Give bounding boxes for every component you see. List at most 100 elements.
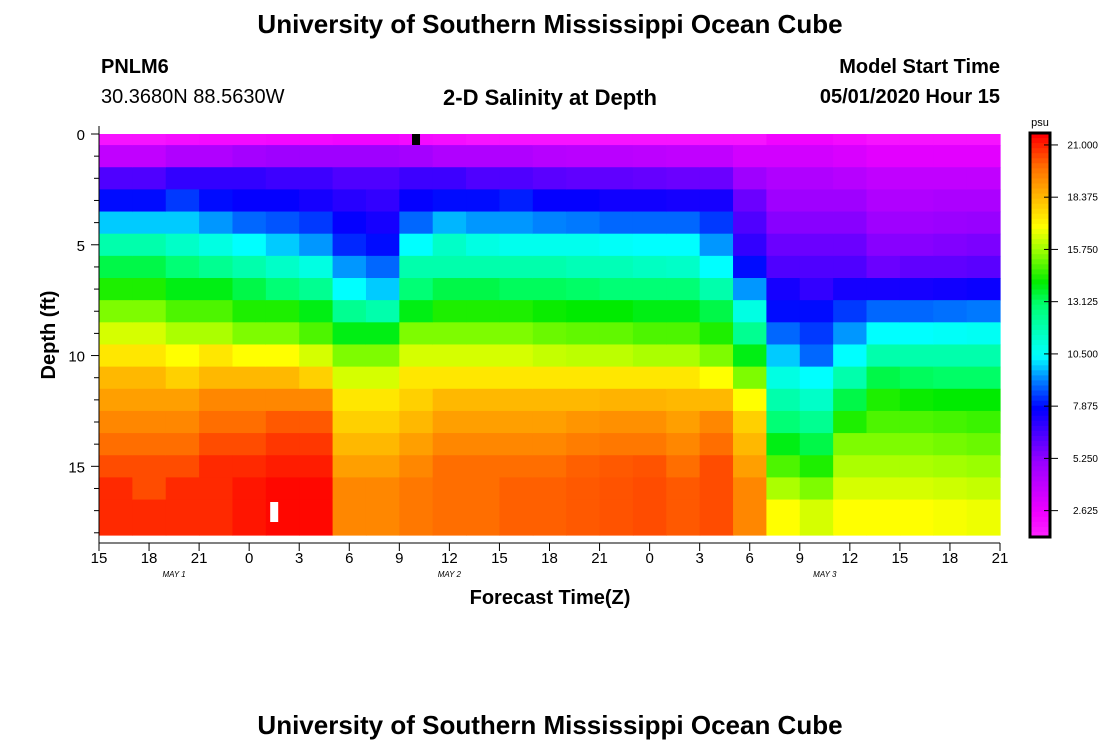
- heatmap-cell: [599, 499, 634, 536]
- heatmap-cell: [365, 211, 400, 235]
- heatmap-cell: [399, 145, 434, 168]
- heatmap-cell: [399, 189, 434, 213]
- heatmap-cell: [299, 278, 334, 301]
- heatmap-cell: [966, 477, 1001, 501]
- heatmap-cell: [265, 211, 300, 235]
- heatmap-cell: [699, 134, 734, 146]
- heatmap-cell: [799, 344, 834, 368]
- heatmap-cell: [699, 433, 734, 456]
- colorbar-segment: [1030, 259, 1050, 265]
- heatmap-cell: [132, 322, 167, 346]
- heatmap-cell: [833, 499, 868, 536]
- heatmap-cell: [933, 388, 968, 412]
- heatmap-cell: [165, 388, 200, 412]
- heatmap-cell: [799, 477, 834, 501]
- heatmap-cell: [699, 477, 734, 501]
- heatmap-cell: [666, 211, 701, 235]
- heatmap-cell: [866, 167, 901, 190]
- heatmap-cell: [432, 233, 467, 257]
- heatmap-cell: [232, 300, 267, 323]
- heatmap-cell: [499, 278, 534, 301]
- x-tick-label: 0: [645, 550, 653, 567]
- colorbar-segment: [1030, 405, 1050, 412]
- heatmap-cell: [866, 433, 901, 456]
- heatmap-cell: [666, 167, 701, 190]
- heatmap-cell: [132, 145, 167, 168]
- heatmap-cell: [466, 145, 501, 168]
- heatmap-cell: [332, 410, 367, 434]
- heatmap-cell: [933, 322, 968, 346]
- heatmap-cell: [666, 300, 701, 323]
- heatmap-cell: [365, 477, 400, 501]
- heatmap-cell: [265, 300, 300, 323]
- heatmap-cell: [833, 410, 868, 434]
- heatmap-cell: [933, 167, 968, 190]
- heatmap-cell: [99, 322, 133, 346]
- heatmap-cell: [666, 388, 701, 412]
- heatmap-cell: [833, 433, 868, 456]
- heatmap-cell: [265, 233, 300, 257]
- heatmap-cell: [432, 211, 467, 235]
- heatmap-cell: [299, 322, 334, 346]
- heatmap-cell: [899, 145, 934, 168]
- heatmap-cell: [566, 167, 601, 190]
- heatmap-cell: [365, 410, 400, 434]
- heatmap-cell: [132, 189, 167, 213]
- heatmap-cell: [365, 167, 400, 190]
- x-tick-label: 6: [345, 550, 353, 567]
- heatmap-cell: [899, 189, 934, 213]
- heatmap-cell: [566, 189, 601, 213]
- heatmap-cell: [733, 233, 768, 257]
- heatmap-cell: [632, 366, 667, 390]
- colorbar-tick-label: 21.000: [1067, 140, 1098, 151]
- heatmap-cell: [232, 433, 267, 456]
- heatmap-cell: [99, 278, 133, 301]
- heatmap-cell: [632, 499, 667, 536]
- colorbar-segment: [1030, 223, 1050, 230]
- heatmap-cell: [99, 433, 133, 456]
- colorbar-segment: [1030, 355, 1050, 361]
- heatmap-cell: [566, 322, 601, 346]
- heatmap-cell: [966, 211, 1001, 235]
- heatmap-cell: [199, 233, 234, 257]
- heatmap-cell: [299, 499, 334, 536]
- heatmap-cell: [632, 388, 667, 412]
- heatmap-cell: [966, 366, 1001, 390]
- heatmap-cell: [933, 145, 968, 168]
- heatmap-cell: [332, 167, 367, 190]
- heatmap-cell: [833, 233, 868, 257]
- heatmap-cell: [966, 300, 1001, 323]
- heatmap-cell: [799, 410, 834, 434]
- heatmap-cell: [833, 366, 868, 390]
- heatmap-cell: [599, 233, 634, 257]
- colorbar-segment: [1030, 198, 1050, 205]
- colorbar: 21.000 18.375 15.750 13.125 10.500 7.875 5.250…: [1028, 131, 1098, 539]
- heatmap-cell: [733, 211, 768, 235]
- heatmap-cell: [466, 167, 501, 190]
- heatmap-cell: [766, 455, 801, 478]
- heatmap-cell: [332, 366, 367, 390]
- heatmap-cell: [566, 344, 601, 368]
- heatmap-cell: [466, 410, 501, 434]
- heatmap-cell: [899, 300, 934, 323]
- heatmap-cell: [299, 455, 334, 478]
- heatmap-cell: [99, 167, 133, 190]
- colorbar-segment: [1030, 516, 1050, 523]
- heatmap-cell: [132, 433, 167, 456]
- colorbar-segment: [1030, 138, 1050, 144]
- x-tick-label: 3: [695, 550, 703, 567]
- heatmap-cell: [365, 278, 400, 301]
- heatmap-cell: [432, 134, 467, 146]
- heatmap-cell: [332, 322, 367, 346]
- colorbar-segment: [1030, 335, 1050, 341]
- heatmap-cell: [532, 134, 567, 146]
- heatmap-cell: [933, 278, 968, 301]
- heatmap-cell: [99, 211, 133, 235]
- heatmap-cell: [632, 278, 667, 301]
- heatmap-cell: [599, 433, 634, 456]
- heatmap-cell: [365, 344, 400, 368]
- heatmap-cell: [699, 211, 734, 235]
- colorbar-segment: [1030, 168, 1050, 174]
- heatmap-cell: [532, 322, 567, 346]
- x-tick-label: 21: [992, 550, 1009, 567]
